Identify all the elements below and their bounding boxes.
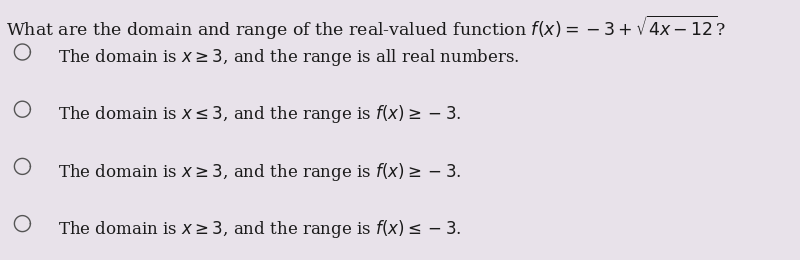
Text: The domain is $x \geq 3$, and the range is all real numbers.: The domain is $x \geq 3$, and the range … [58,47,519,68]
Text: The domain is $x \geq 3$, and the range is $f(x) \leq -3$.: The domain is $x \geq 3$, and the range … [58,218,461,240]
Text: The domain is $x \leq 3$, and the range is $f(x) \geq -3$.: The domain is $x \leq 3$, and the range … [58,103,461,125]
Text: What are the domain and range of the real-valued function $f(x) = -3 + \sqrt{4x : What are the domain and range of the rea… [6,14,726,42]
Text: The domain is $x \geq 3$, and the range is $f(x) \geq -3$.: The domain is $x \geq 3$, and the range … [58,161,461,183]
